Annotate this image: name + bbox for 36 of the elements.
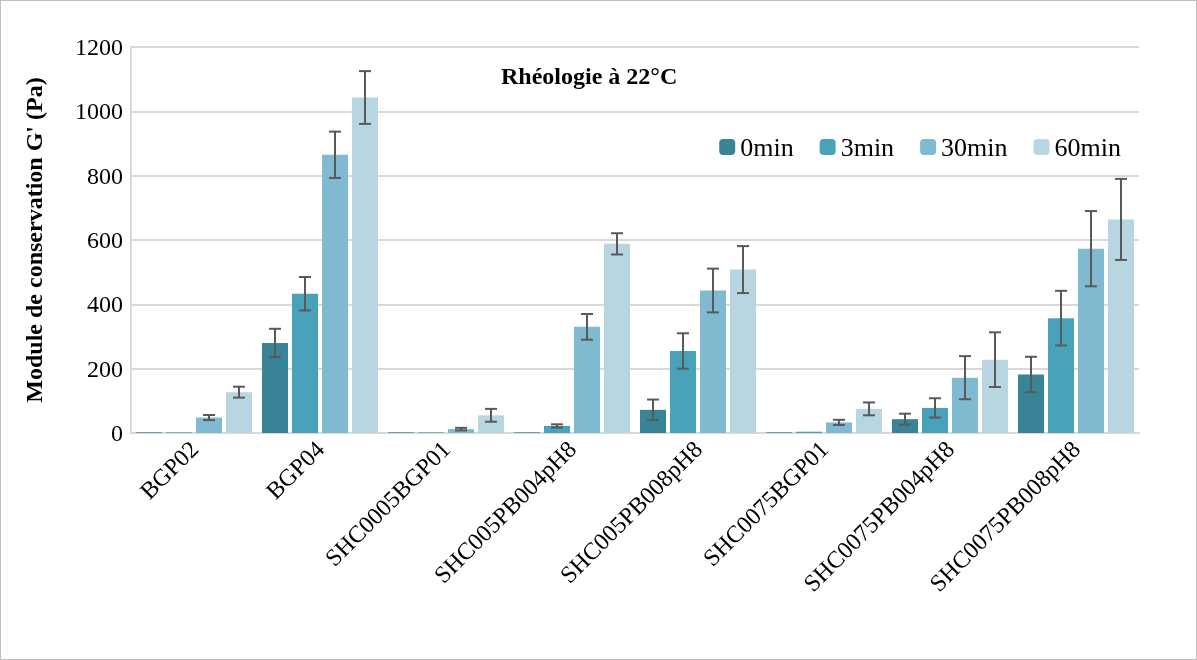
y-tick-label: 0 — [111, 420, 123, 446]
y-axis-title: Module de conservation G' (Pa) — [21, 77, 47, 403]
y-tick-label: 1000 — [75, 98, 123, 125]
bar — [856, 408, 882, 433]
y-tick-label: 1200 — [75, 34, 123, 60]
bar — [574, 326, 600, 433]
bar — [1048, 318, 1074, 433]
bar — [1108, 219, 1134, 433]
legend-label: 30min — [941, 132, 1008, 162]
legend-label: 0min — [740, 132, 794, 162]
bar — [826, 422, 852, 433]
bar — [952, 377, 978, 433]
bar — [700, 290, 726, 433]
bar — [670, 350, 696, 433]
y-tick-label: 400 — [87, 291, 123, 318]
bar — [1018, 374, 1044, 433]
bar — [322, 154, 348, 433]
bar — [604, 243, 630, 433]
bar — [640, 409, 666, 433]
bar — [196, 417, 222, 433]
bar — [730, 269, 756, 433]
bar — [982, 359, 1008, 433]
bar — [352, 97, 378, 433]
legend-label: 60min — [1054, 132, 1122, 162]
y-tick-label: 800 — [87, 162, 123, 189]
bar — [892, 419, 918, 433]
bar — [478, 415, 504, 433]
bar — [262, 342, 288, 433]
bar — [922, 407, 948, 433]
bar — [292, 293, 318, 433]
bar — [1078, 248, 1104, 433]
legend-label: 3min — [840, 132, 895, 162]
y-tick-label: 200 — [87, 355, 123, 382]
text: Rhéologie à 22°C — [501, 63, 678, 89]
y-tick-label: 600 — [87, 227, 123, 253]
bar — [226, 392, 252, 433]
